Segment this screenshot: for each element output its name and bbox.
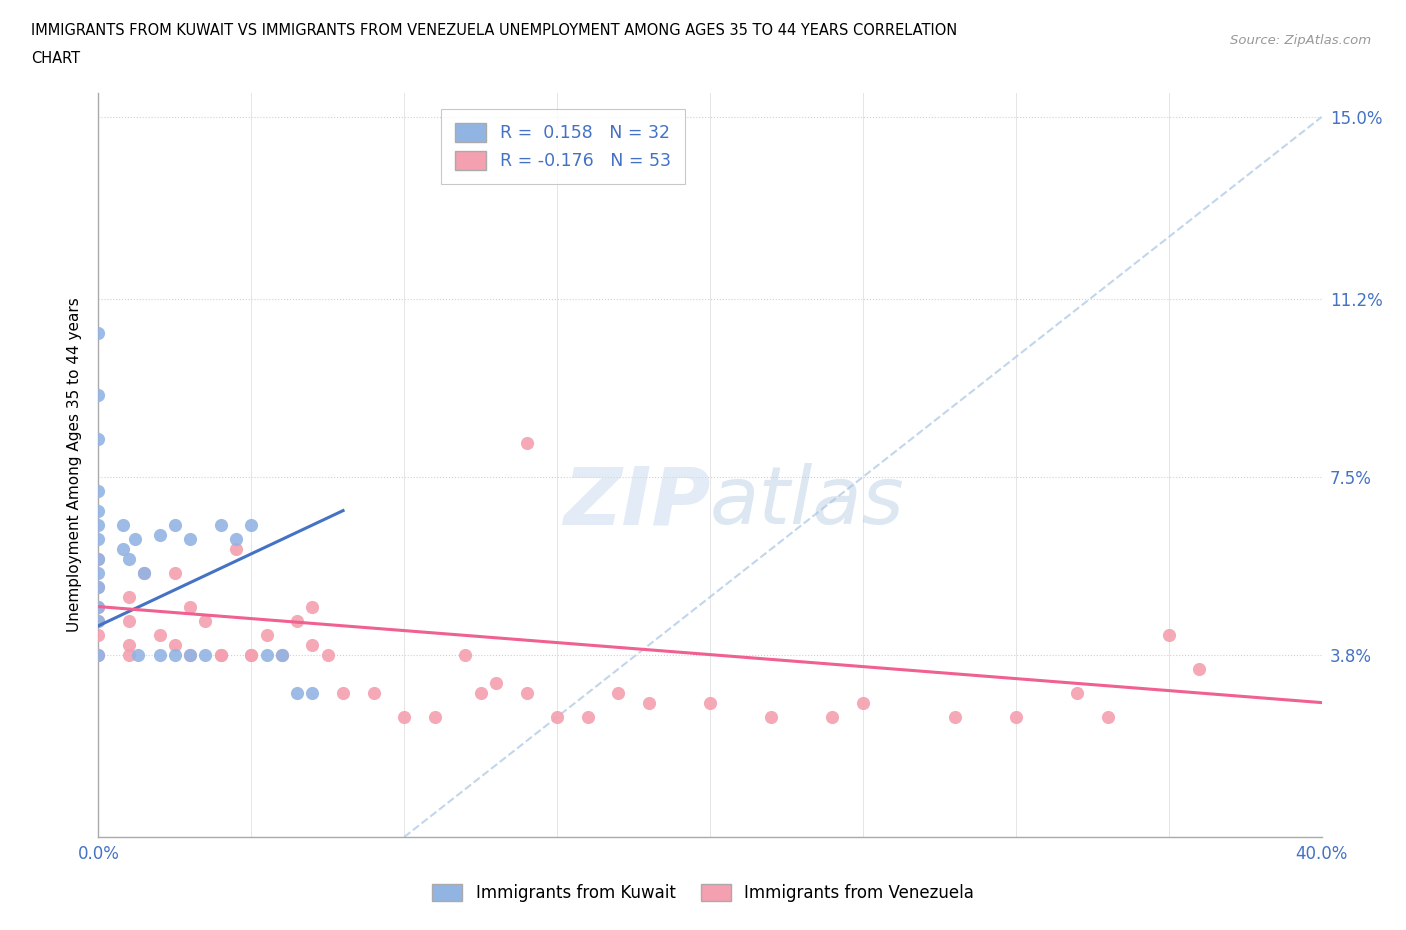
Point: [240, 647, 263, 662]
Point: [821, 710, 844, 724]
Point: [240, 647, 263, 662]
Text: ZIP: ZIP: [562, 463, 710, 541]
Point: [87, 647, 110, 662]
Point: [163, 638, 186, 653]
Point: [87, 614, 110, 629]
Text: atlas: atlas: [710, 463, 905, 541]
Point: [301, 599, 323, 614]
Text: CHART: CHART: [31, 51, 80, 66]
Point: [470, 685, 492, 700]
Point: [163, 518, 186, 533]
Point: [699, 695, 721, 710]
Point: [87, 518, 110, 533]
Point: [87, 326, 110, 340]
Point: [87, 580, 110, 595]
Point: [179, 532, 201, 547]
Point: [118, 614, 141, 629]
Point: [576, 710, 599, 724]
Point: [118, 590, 141, 604]
Point: [194, 647, 217, 662]
Text: Source: ZipAtlas.com: Source: ZipAtlas.com: [1230, 34, 1371, 47]
Point: [1004, 710, 1026, 724]
Point: [87, 551, 110, 566]
Point: [87, 580, 110, 595]
Point: [124, 532, 146, 547]
Point: [87, 599, 110, 614]
Point: [209, 518, 232, 533]
Point: [332, 685, 354, 700]
Point: [118, 647, 141, 662]
Point: [87, 388, 110, 403]
Point: [87, 647, 110, 662]
Point: [111, 541, 134, 556]
Point: [516, 436, 538, 451]
Point: [87, 432, 110, 446]
Point: [1097, 710, 1119, 724]
Point: [149, 628, 172, 643]
Point: [87, 503, 110, 518]
Point: [316, 647, 339, 662]
Point: [363, 685, 385, 700]
Point: [163, 647, 186, 662]
Point: [87, 484, 110, 498]
Point: [1157, 628, 1180, 643]
Point: [637, 695, 661, 710]
Point: [546, 710, 568, 724]
Point: [392, 710, 416, 724]
Point: [87, 532, 110, 547]
Point: [209, 647, 232, 662]
Point: [179, 647, 201, 662]
Point: [179, 599, 201, 614]
Point: [209, 647, 232, 662]
Point: [240, 518, 263, 533]
Point: [163, 565, 186, 580]
Point: [87, 628, 110, 643]
Text: IMMIGRANTS FROM KUWAIT VS IMMIGRANTS FROM VENEZUELA UNEMPLOYMENT AMONG AGES 35 T: IMMIGRANTS FROM KUWAIT VS IMMIGRANTS FRO…: [31, 23, 957, 38]
Point: [301, 638, 323, 653]
Point: [285, 614, 308, 629]
Point: [149, 647, 172, 662]
Point: [87, 614, 110, 629]
Point: [454, 647, 477, 662]
Point: [270, 647, 292, 662]
Y-axis label: Unemployment Among Ages 35 to 44 years: Unemployment Among Ages 35 to 44 years: [67, 298, 83, 632]
Point: [194, 614, 217, 629]
Point: [852, 695, 875, 710]
Legend: R =  0.158   N = 32, R = -0.176   N = 53: R = 0.158 N = 32, R = -0.176 N = 53: [441, 109, 685, 184]
Point: [87, 599, 110, 614]
Point: [256, 628, 278, 643]
Point: [943, 710, 966, 724]
Point: [485, 676, 508, 691]
Point: [149, 527, 172, 542]
Point: [87, 551, 110, 566]
Point: [1188, 661, 1211, 676]
Point: [111, 518, 134, 533]
Point: [285, 685, 308, 700]
Point: [270, 647, 292, 662]
Point: [225, 541, 247, 556]
Point: [1066, 685, 1088, 700]
Point: [423, 710, 446, 724]
Point: [759, 710, 782, 724]
Point: [179, 647, 201, 662]
Point: [516, 685, 538, 700]
Point: [256, 647, 278, 662]
Point: [134, 565, 156, 580]
Point: [134, 565, 156, 580]
Point: [118, 551, 141, 566]
Point: [87, 565, 110, 580]
Point: [127, 647, 149, 662]
Point: [301, 685, 323, 700]
Legend: Immigrants from Kuwait, Immigrants from Venezuela: Immigrants from Kuwait, Immigrants from …: [422, 874, 984, 912]
Point: [607, 685, 630, 700]
Point: [225, 532, 247, 547]
Point: [118, 638, 141, 653]
